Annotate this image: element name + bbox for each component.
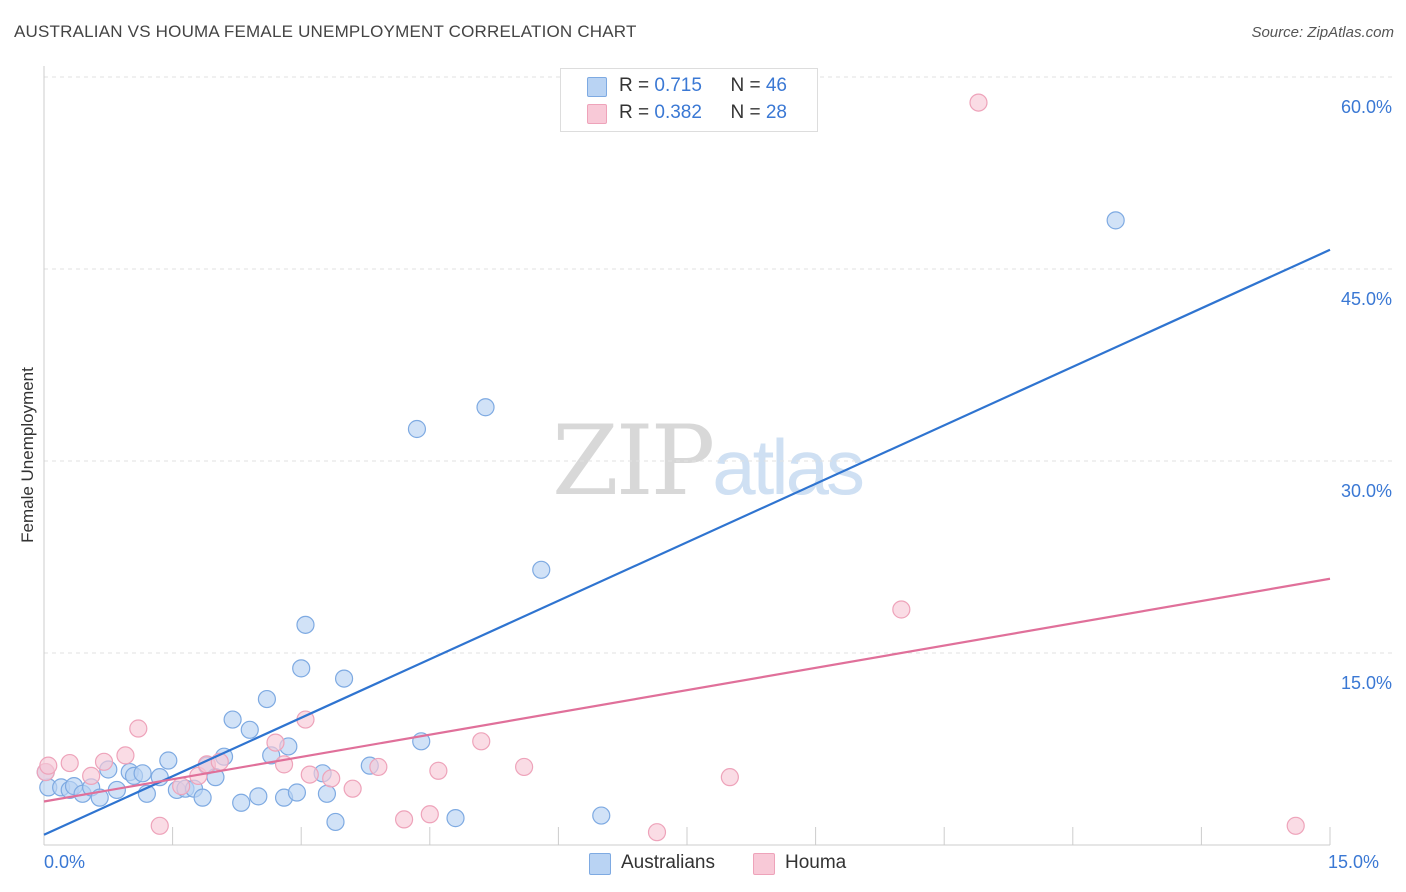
point-houma [266, 733, 285, 752]
x-tick-min: 0.0% [44, 852, 86, 872]
point-houma [420, 805, 439, 824]
legend-swatch-australians [589, 853, 611, 875]
point-houma [969, 93, 988, 112]
legend-swatch-blue [587, 77, 607, 97]
point-houma [429, 761, 448, 780]
point-australians [240, 720, 259, 739]
point-australians [159, 751, 178, 770]
point-australians [326, 812, 345, 832]
legend-n-label: N = [730, 75, 766, 96]
legend-r-value: 0.715 [654, 75, 702, 96]
point-houma [472, 732, 491, 751]
point-australians [407, 419, 427, 439]
legend-r-label: R = [619, 75, 655, 96]
legend-label-houma: Houma [785, 852, 847, 873]
point-houma [369, 757, 388, 777]
point-australians [476, 398, 495, 417]
point-houma [720, 768, 739, 787]
point-houma [129, 719, 148, 738]
point-houma [60, 753, 79, 773]
legend-swatch-houma [753, 853, 775, 875]
point-australians [249, 787, 268, 806]
legend-n-label: N = [730, 102, 766, 123]
point-australians [1106, 211, 1125, 230]
trendline-houma [43, 577, 1331, 803]
point-australians [296, 615, 315, 634]
legend-n-value: 46 [765, 75, 787, 96]
point-houma [892, 600, 911, 619]
source-credit: Source: ZipAtlas.com [1251, 24, 1394, 41]
point-houma [343, 779, 362, 798]
point-australians [317, 784, 337, 803]
correlation-legend: R = 0.715 N = 46 R = 0.382 N = 28 [560, 68, 818, 132]
point-australians [223, 710, 242, 729]
legend-n-value: 28 [765, 102, 787, 123]
point-houma [94, 752, 114, 771]
point-australians [257, 689, 277, 709]
point-australians [232, 793, 251, 812]
x-tick-max: 15.0% [1328, 852, 1380, 872]
point-houma [647, 823, 667, 842]
point-australians [446, 809, 465, 828]
point-australians [193, 788, 212, 807]
watermark-zip: ZIP [552, 405, 715, 517]
point-houma [116, 746, 135, 765]
trendline-australians [43, 248, 1331, 836]
point-houma [300, 765, 319, 784]
chart-title: AUSTRALIAN VS HOUMA FEMALE UNEMPLOYMENT … [14, 22, 637, 41]
point-houma [1286, 816, 1305, 835]
point-australians [592, 806, 611, 825]
point-australians [292, 659, 311, 678]
legend-swatch-pink [587, 104, 607, 124]
point-australians [287, 783, 307, 802]
legend-label-australians: Australians [621, 852, 715, 873]
point-houma [515, 757, 534, 777]
point-australians [532, 560, 551, 579]
legend-r-value: 0.382 [654, 102, 702, 123]
y-tick-label: 60.0% [1340, 97, 1392, 117]
point-australians [334, 669, 354, 688]
point-houma [322, 769, 341, 788]
y-tick-label: 45.0% [1340, 289, 1392, 309]
point-houma [150, 816, 169, 835]
y-tick-label: 15.0% [1340, 673, 1392, 693]
y-tick-label: 30.0% [1340, 481, 1392, 501]
point-houma [82, 766, 101, 785]
point-houma [39, 756, 58, 775]
watermark: ZIPatlas [552, 405, 865, 517]
point-houma [394, 810, 414, 829]
point-australians [133, 764, 152, 783]
legend-r-label: R = [619, 102, 655, 123]
point-houma [172, 777, 191, 796]
